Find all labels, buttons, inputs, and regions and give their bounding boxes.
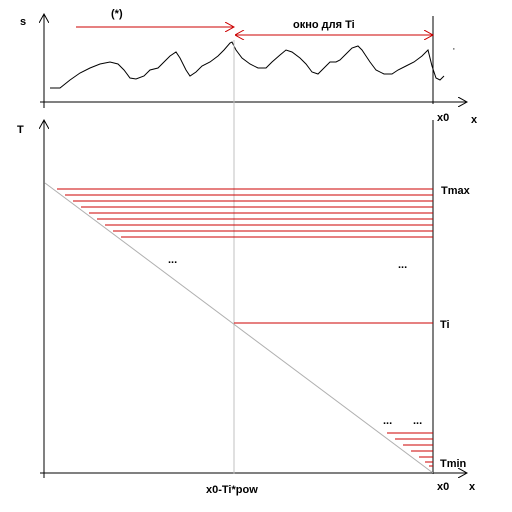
tmax-lines [57, 189, 433, 237]
tmax-label: Tmax [441, 185, 471, 197]
tmin-label: Tmin [440, 458, 467, 470]
bottom-x-label: x [469, 481, 476, 493]
star-label: (*) [111, 8, 123, 20]
bottom-y-label: T [17, 124, 24, 136]
ti-label: Ti [440, 319, 450, 331]
ellipsis-low-2: ... [413, 415, 422, 427]
top-x-label: x [471, 114, 478, 126]
ellipsis-low-1: ... [383, 415, 392, 427]
top-y-label: s [20, 16, 26, 28]
window-label: окно для Ti [293, 19, 355, 31]
top-dot: · [452, 43, 456, 55]
bottom-x0-label: x0 [437, 481, 449, 493]
diagonal-guide [45, 183, 433, 473]
ellipsis-left: ... [168, 254, 177, 266]
tmin-lines [387, 433, 433, 466]
ellipsis-right: ... [398, 259, 407, 271]
diag-label: x0-Ti*pow [206, 484, 258, 496]
top-x0-label: x0 [437, 112, 449, 124]
signal-curve [50, 42, 444, 88]
